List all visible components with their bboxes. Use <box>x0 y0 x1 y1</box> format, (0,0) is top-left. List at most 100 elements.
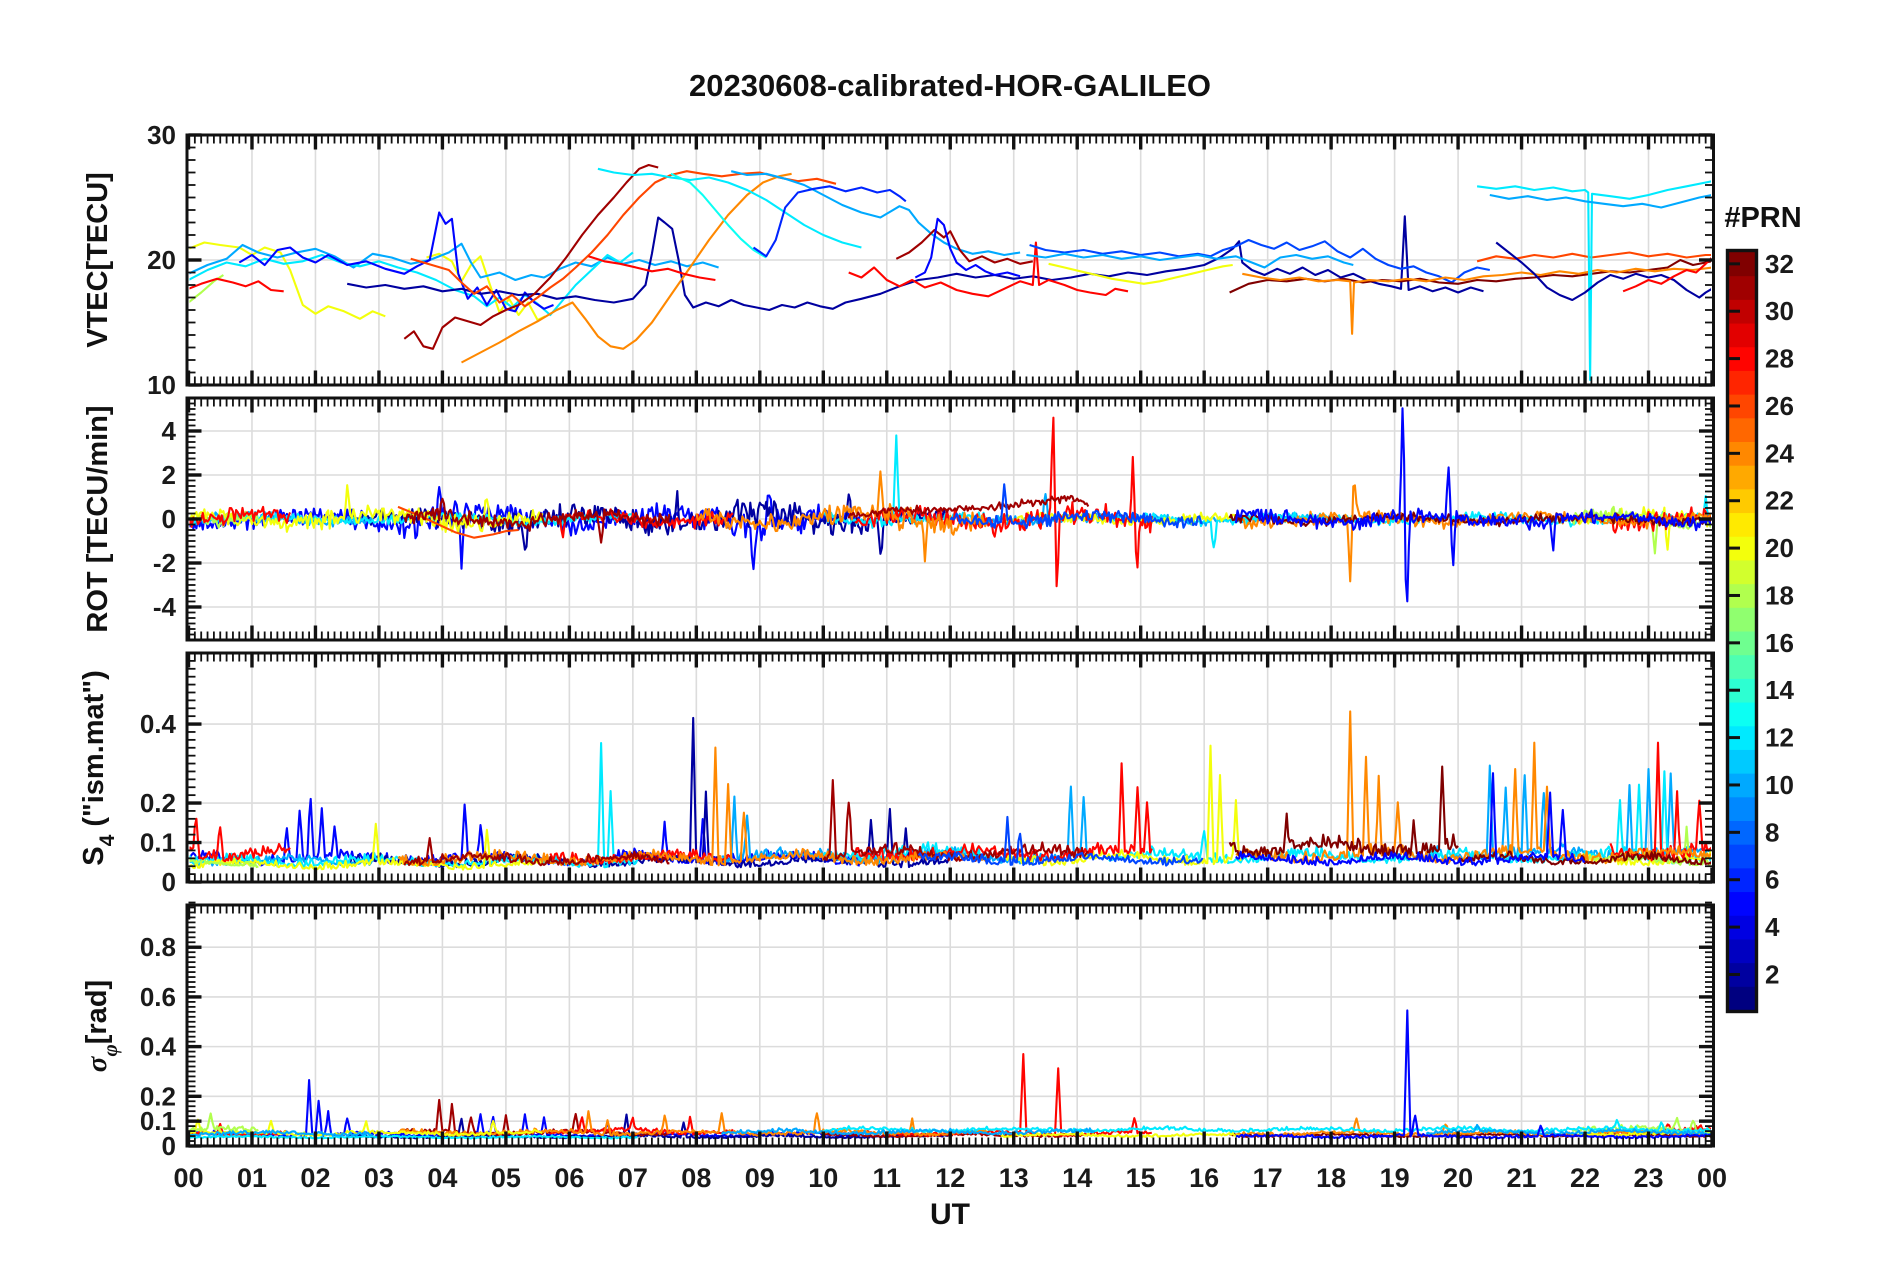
series-prn-31 <box>403 837 670 867</box>
panel-sigma-phi-ticks <box>186 901 1714 1148</box>
series-prn-20 <box>1000 511 1242 528</box>
svg-text:01: 01 <box>237 1163 267 1193</box>
svg-text:12: 12 <box>1765 723 1794 753</box>
series-prn-31 <box>403 163 659 350</box>
svg-text:26: 26 <box>1765 391 1794 421</box>
series-prn-12 <box>823 1118 1711 1134</box>
svg-text:0.1: 0.1 <box>140 1106 176 1136</box>
svg-text:0.8: 0.8 <box>140 932 176 962</box>
svg-text:05: 05 <box>491 1163 521 1193</box>
svg-text:30: 30 <box>1765 296 1794 326</box>
y-axis-label-s4: S4 ("ism.mat") <box>78 670 119 866</box>
colorbar-block <box>1729 417 1755 442</box>
series-prn-31 <box>895 228 1034 265</box>
series-prn-20 <box>426 252 546 322</box>
panel-sigma-phi-grid <box>190 906 1711 1145</box>
panel-rot-series <box>189 407 1711 603</box>
panel-vtec-ticks <box>186 133 1714 387</box>
svg-text:0: 0 <box>162 1131 176 1161</box>
colorbar-block <box>1729 796 1755 821</box>
series-prn-24 <box>1242 266 1711 335</box>
panel-s4-ticks <box>186 652 1714 884</box>
y-axis-label-rot: ROT [TECU/min] <box>82 405 120 632</box>
figure-title: 20230608-calibrated-HOR-GALILEO <box>688 68 1211 103</box>
panel-rot-frame <box>185 396 1715 642</box>
panel-vtec-frame <box>185 133 1715 387</box>
series-prn-24 <box>695 470 988 563</box>
svg-text:2: 2 <box>1765 959 1779 989</box>
svg-text:15: 15 <box>1126 1163 1156 1193</box>
svg-text:0.6: 0.6 <box>140 982 176 1012</box>
svg-text:13: 13 <box>999 1163 1029 1193</box>
x-axis-label: UT <box>930 1198 970 1231</box>
svg-text:14: 14 <box>1062 1163 1092 1193</box>
svg-text:0: 0 <box>162 867 176 897</box>
series-prn-18 <box>189 1112 259 1132</box>
panel-rot: -4 -2 0 2 4 <box>153 396 1715 642</box>
svg-text:21: 21 <box>1507 1163 1537 1193</box>
panel-rot-ytick-labels: -4 -2 0 2 4 <box>153 416 177 622</box>
colorbar-block <box>1729 986 1755 1011</box>
svg-text:4: 4 <box>162 416 177 446</box>
colorbar-block <box>1729 275 1755 300</box>
svg-text:0.4: 0.4 <box>140 709 177 739</box>
panel-sigma-phi: 00.10.2 0.4 0.6 0.8 <box>140 901 1715 1161</box>
svg-text:18: 18 <box>1316 1163 1346 1193</box>
colorbar-block <box>1729 323 1755 348</box>
svg-text:17: 17 <box>1253 1163 1283 1193</box>
svg-text:32: 32 <box>1765 249 1794 279</box>
svg-text:03: 03 <box>364 1163 394 1193</box>
series-prn-10 <box>189 1129 373 1137</box>
y-axis-label-text: σ <box>81 1056 114 1073</box>
svg-text:09: 09 <box>745 1163 775 1193</box>
series-prn-12 <box>189 1134 638 1140</box>
svg-text:22: 22 <box>1765 486 1794 516</box>
svg-text:14: 14 <box>1765 675 1794 705</box>
svg-text:06: 06 <box>554 1163 584 1193</box>
series-prn-10 <box>720 1127 1096 1136</box>
panel-vtec-ytick-labels: 10 20 30 <box>147 120 176 400</box>
y-axis-label-vtec: VTEC[TECU] <box>82 172 120 348</box>
svg-text:30: 30 <box>147 120 176 150</box>
svg-text:10: 10 <box>808 1163 838 1193</box>
panel-s4-series <box>189 710 1711 871</box>
y-axis-label-sigma-phi: σφ[rad] <box>81 979 122 1073</box>
series-prn-6 <box>752 185 907 258</box>
svg-text:0.2: 0.2 <box>140 1081 176 1111</box>
panel-s4-frame <box>185 651 1715 884</box>
svg-text:0.2: 0.2 <box>140 788 176 818</box>
svg-text:10: 10 <box>1765 770 1794 800</box>
series-prn-5 <box>1234 407 1711 603</box>
series-prn-12 <box>1476 180 1711 382</box>
colorbar-block <box>1729 749 1755 774</box>
svg-text:6: 6 <box>1765 865 1779 895</box>
svg-text:02: 02 <box>300 1163 330 1193</box>
y-axis-label-text: VTEC[TECU] <box>82 172 115 348</box>
svg-text:10: 10 <box>147 370 176 400</box>
series-prn-10 <box>189 242 719 282</box>
x-tick-labels: 00 01 02 03 04 05 06 07 08 09 10 11 12 13 14 15 16 17 18 19… <box>173 1163 1727 1193</box>
series-prn-5 <box>1235 772 1586 867</box>
colorbar-title: #PRN <box>1724 202 1802 234</box>
panel-s4-ytick-labels: 0 0.1 0.2 0.4 <box>140 709 177 897</box>
series-prn-28 <box>588 255 716 282</box>
series-prn-18 <box>189 858 259 869</box>
series-prn-26 <box>1476 251 1711 263</box>
series-prn-28 <box>848 241 1129 298</box>
series-prn-2 <box>346 215 1484 312</box>
panel-rot-ticks <box>186 397 1714 641</box>
colorbar-block <box>1729 844 1755 869</box>
svg-text:12: 12 <box>935 1163 965 1193</box>
svg-text:28: 28 <box>1765 344 1794 374</box>
colorbar-block <box>1729 512 1755 537</box>
series-prn-28 <box>1622 257 1711 293</box>
series-prn-5 <box>1235 1009 1711 1140</box>
series-prn-26 <box>410 170 837 308</box>
svg-text:00: 00 <box>1697 1163 1727 1193</box>
panel-sigma-phi-ytick-labels: 00.10.2 0.4 0.6 0.8 <box>140 932 177 1161</box>
colorbar-block <box>1729 465 1755 490</box>
